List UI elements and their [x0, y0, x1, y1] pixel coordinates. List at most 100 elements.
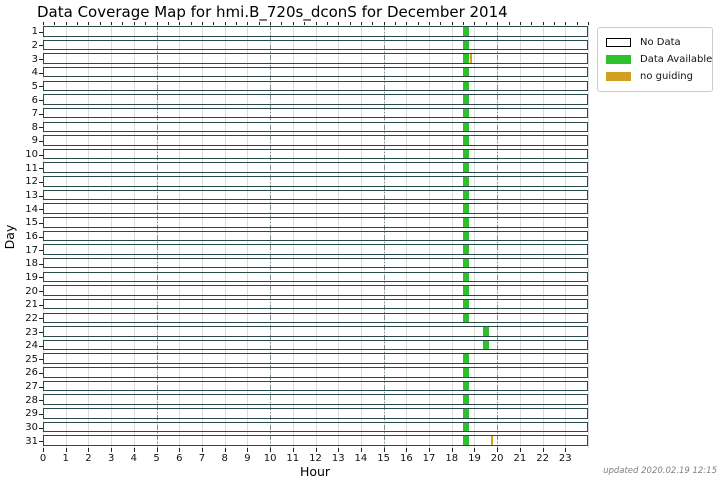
y-tick [39, 168, 43, 170]
x-minor-tick-top [224, 22, 226, 25]
y-tick-label: 7 [31, 108, 38, 120]
day-row [43, 230, 588, 242]
data-available-segment [463, 231, 469, 241]
y-tick [39, 250, 43, 252]
day-row [43, 189, 588, 201]
x-minor-tick-top [565, 22, 567, 25]
x-tick [315, 448, 317, 452]
day-row [43, 408, 588, 419]
x-minor-tick-top [326, 22, 328, 25]
day-row [43, 353, 588, 364]
data-available-segment [463, 436, 469, 445]
day-row [43, 39, 588, 51]
v-gridline-major [497, 25, 499, 448]
v-gridline [360, 25, 362, 448]
x-minor-tick-top [508, 22, 510, 25]
legend-item-no_guiding: no guiding [606, 68, 704, 85]
x-minor-tick-top [531, 22, 533, 25]
v-gridline [519, 25, 521, 448]
data-available-segment [463, 163, 469, 172]
y-tick-label: 29 [25, 408, 38, 420]
y-tick [39, 263, 43, 265]
data-available-segment [463, 354, 469, 363]
data-available-segment [463, 190, 469, 200]
y-tick [39, 236, 43, 238]
x-tick [383, 448, 385, 452]
y-tick [39, 304, 43, 306]
x-minor-tick-top [360, 22, 362, 25]
data-available-segment [463, 258, 469, 268]
data-available-segment [463, 218, 469, 227]
no-guiding-segment [469, 54, 472, 63]
x-tick [224, 448, 226, 452]
v-gridline [451, 25, 453, 448]
y-tick [39, 413, 43, 415]
x-tick [497, 448, 499, 452]
x-tick [111, 448, 113, 452]
x-tick-label: 15 [377, 453, 390, 464]
v-gridline [88, 25, 90, 448]
x-tick-label: 12 [309, 453, 322, 464]
x-minor-tick-top [406, 22, 408, 25]
x-tick-label: 3 [107, 453, 115, 464]
x-tick-label: 1 [62, 453, 69, 464]
y-tick-label: 20 [25, 285, 38, 297]
day-row [43, 162, 588, 173]
x-minor-tick-top [576, 22, 578, 25]
y-tick [39, 345, 43, 347]
legend-label: Data Available [640, 54, 713, 65]
v-gridline [179, 25, 181, 448]
x-minor-tick-top [553, 22, 555, 25]
data-available-segment [463, 204, 469, 213]
data-available-segment [463, 95, 469, 104]
legend-swatch-no_data [606, 38, 631, 47]
data-available-segment [463, 395, 469, 404]
no-guiding-segment [491, 436, 494, 445]
data-available-segment [463, 149, 469, 159]
day-row [43, 121, 588, 133]
data-available-segment [483, 340, 489, 350]
x-minor-tick-top [122, 22, 124, 25]
y-tick [39, 195, 43, 197]
y-tick [39, 45, 43, 47]
day-row [43, 217, 588, 228]
y-tick-label: 16 [25, 231, 38, 242]
x-minor-tick-top [338, 22, 340, 25]
legend-item-available: Data Available [606, 51, 712, 68]
legend-label: No Data [640, 37, 681, 48]
x-tick [179, 448, 181, 452]
x-tick [88, 448, 90, 452]
v-gridline [65, 25, 67, 448]
y-tick [39, 209, 43, 211]
day-row [43, 312, 588, 324]
day-row [43, 421, 588, 433]
y-tick [39, 291, 43, 293]
y-tick [39, 359, 43, 361]
y-tick [39, 400, 43, 402]
x-minor-tick-top [417, 22, 419, 25]
x-tick-label: 0 [39, 453, 47, 464]
v-gridline [406, 25, 408, 448]
v-gridline [133, 25, 135, 448]
day-row [43, 244, 588, 255]
data-available-segment [463, 81, 469, 91]
y-tick [39, 86, 43, 88]
v-gridline-major [383, 25, 385, 448]
v-gridline [247, 25, 249, 448]
chart-title: Data Coverage Map for hmi.B_720s_dconS f… [37, 3, 508, 21]
y-tick [39, 140, 43, 142]
y-tick-label: 11 [25, 162, 38, 174]
y-tick [39, 441, 43, 443]
y-tick [39, 100, 43, 102]
data-available-segment [463, 177, 469, 186]
x-minor-tick-top [394, 22, 396, 25]
data-available-segment [463, 272, 469, 282]
x-minor-tick-top [133, 22, 135, 25]
data-available-segment [463, 381, 469, 391]
x-tick-label: 18 [445, 453, 459, 464]
x-tick [133, 448, 135, 452]
y-tick-label: 14 [25, 203, 38, 215]
day-row [43, 380, 588, 392]
data-available-segment [463, 54, 469, 63]
v-gridline [588, 25, 589, 448]
